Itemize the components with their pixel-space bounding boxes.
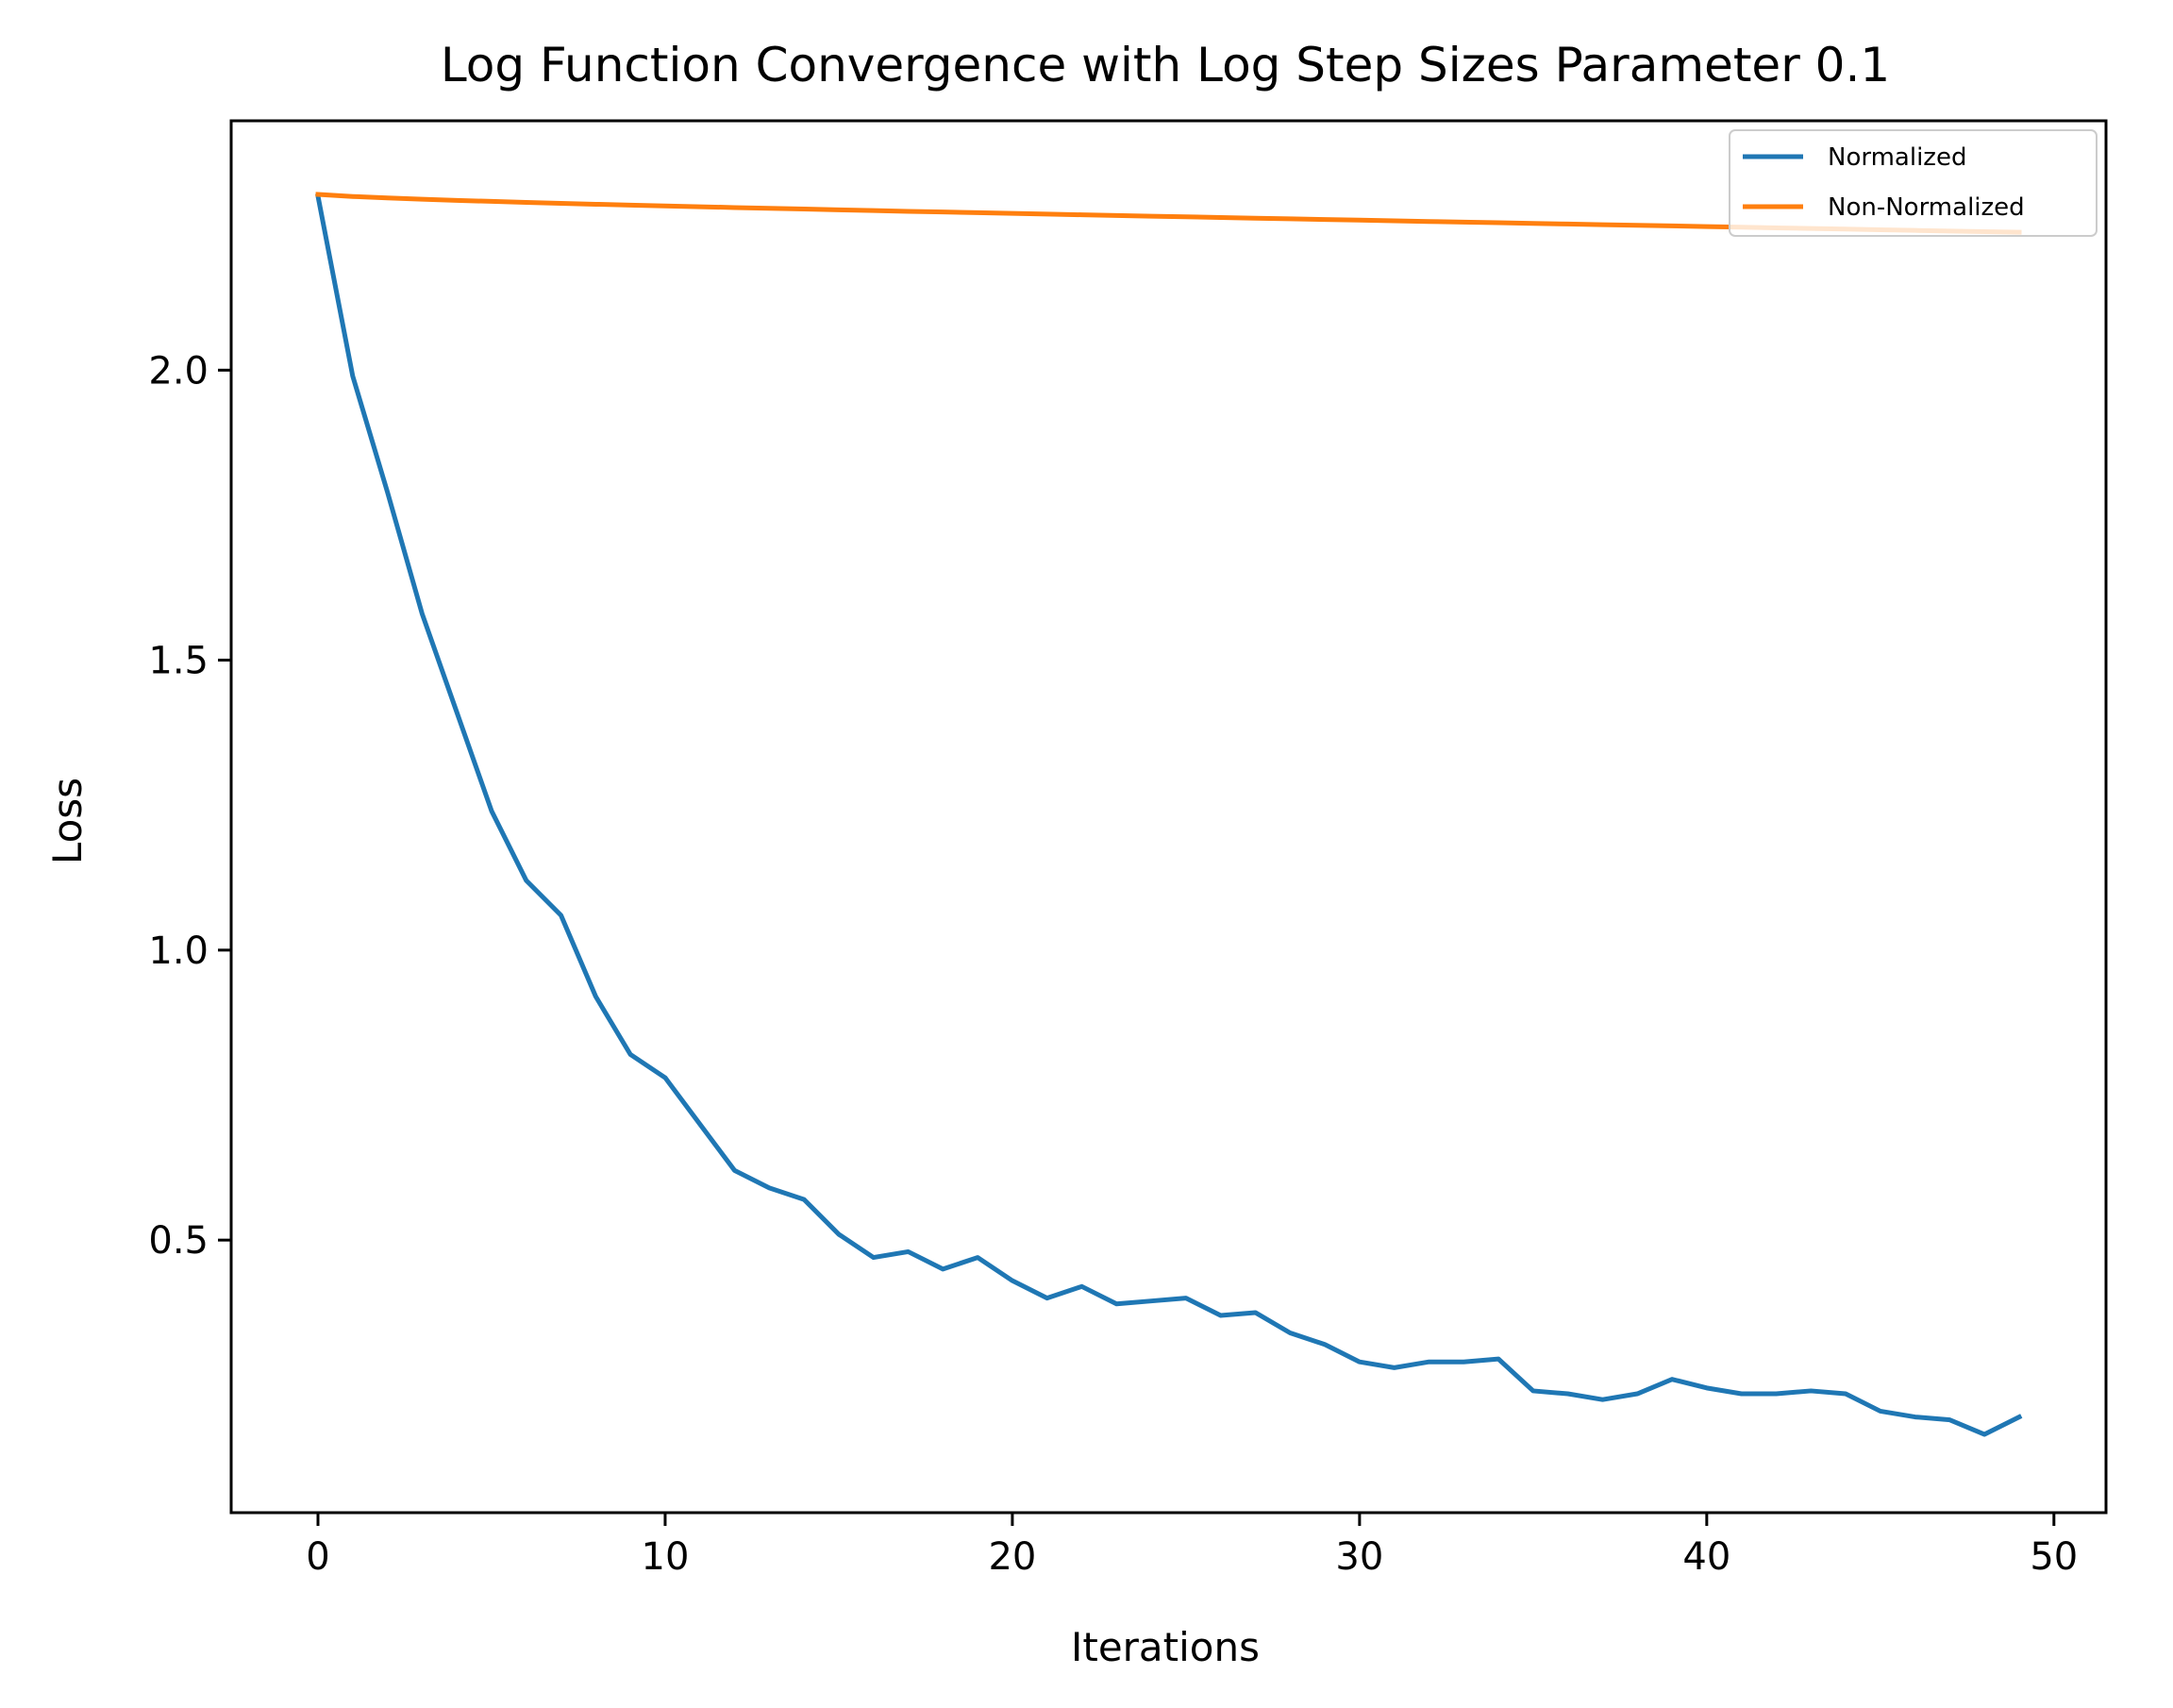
x-tick-label: 10 xyxy=(642,1535,690,1579)
legend-label-0: Normalized xyxy=(1828,143,1966,172)
legend-box xyxy=(1729,129,2098,237)
x-tick-label: 50 xyxy=(2030,1535,2078,1579)
plot-area: 0 10 20 30 40 50 0.5 1.0 1.5 2.0 Normalized Non-Nor… xyxy=(148,119,2108,1579)
y-tick-label: 1.0 xyxy=(148,929,209,973)
x-tick-label: 0 xyxy=(306,1535,329,1579)
x-axis-label: Iterations xyxy=(1071,1624,1260,1670)
x-tick-label: 30 xyxy=(1335,1535,1383,1579)
legend-label-1: Non-Normalized xyxy=(1828,193,2025,222)
y-tick-label: 2.0 xyxy=(148,349,209,393)
series-line-0 xyxy=(315,193,2023,1437)
x-tick-label: 40 xyxy=(1682,1535,1730,1579)
x-tick-label: 20 xyxy=(988,1535,1036,1579)
axes-frame xyxy=(229,119,2108,1515)
y-axis-label: Loss xyxy=(44,778,91,864)
y-tick-label: 0.5 xyxy=(148,1219,209,1263)
chart-title: Log Function Convergence with Log Step S… xyxy=(441,38,1890,92)
y-tick-label: 1.5 xyxy=(148,640,209,683)
